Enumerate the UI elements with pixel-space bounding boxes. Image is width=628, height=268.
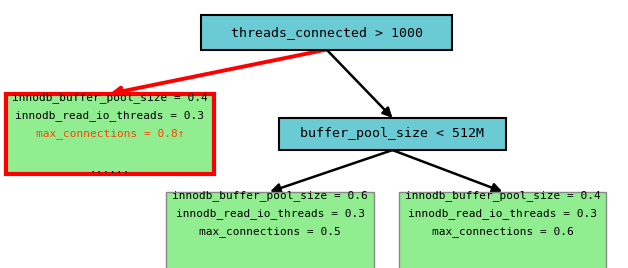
Text: buffer_pool_size < 512M: buffer_pool_size < 512M	[301, 128, 484, 140]
Text: ......: ......	[90, 165, 130, 175]
Text: max_connections = 0.6: max_connections = 0.6	[431, 226, 573, 237]
FancyBboxPatch shape	[6, 94, 214, 174]
Text: ......: ......	[250, 263, 290, 268]
Text: ......: ......	[482, 263, 522, 268]
FancyBboxPatch shape	[201, 15, 452, 50]
FancyBboxPatch shape	[399, 192, 606, 268]
Text: max_connections = 0.8↑: max_connections = 0.8↑	[36, 129, 184, 139]
FancyBboxPatch shape	[166, 192, 374, 268]
Text: max_connections = 0.5: max_connections = 0.5	[199, 226, 341, 237]
Text: innodb_read_io_threads = 0.3: innodb_read_io_threads = 0.3	[408, 208, 597, 219]
Text: threads_connected > 1000: threads_connected > 1000	[230, 26, 423, 39]
Text: innodb_read_io_threads = 0.3: innodb_read_io_threads = 0.3	[16, 110, 204, 121]
Text: innodb_read_io_threads = 0.3: innodb_read_io_threads = 0.3	[176, 208, 364, 219]
FancyBboxPatch shape	[279, 118, 506, 150]
Text: innodb_buffer_pool_size = 0.4: innodb_buffer_pool_size = 0.4	[12, 92, 208, 103]
Text: innodb_buffer_pool_size = 0.4: innodb_buffer_pool_size = 0.4	[404, 190, 600, 201]
Text: innodb_buffer_pool_size = 0.6: innodb_buffer_pool_size = 0.6	[172, 190, 368, 201]
